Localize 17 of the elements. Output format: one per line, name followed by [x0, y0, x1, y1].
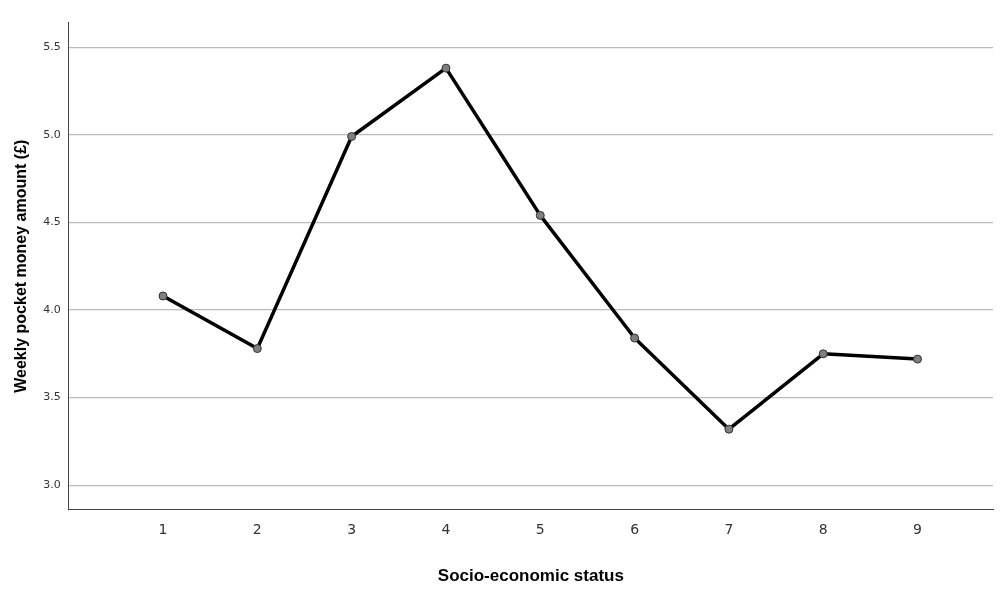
y-tick-label: 5.5	[43, 39, 61, 53]
y-tick-label: 4.5	[43, 215, 61, 229]
x-tick-label: 1	[158, 520, 168, 537]
x-axis-title: Socio-economic status	[437, 566, 624, 586]
x-tick-label: 6	[630, 520, 640, 537]
x-tick-label: 2	[252, 520, 262, 537]
x-tick-label: 9	[913, 520, 923, 537]
y-tick-label: 4.0	[43, 302, 61, 316]
x-tick-label: 8	[818, 520, 828, 537]
x-tick-label: 3	[347, 520, 357, 537]
x-tick-label: 4	[441, 520, 451, 537]
y-axis-title: Weekly pocket money amount (£)	[12, 139, 30, 393]
y-tick-label: 3.5	[43, 390, 61, 404]
x-tick-label: 5	[535, 520, 545, 537]
x-tick-label: 7	[724, 520, 734, 537]
y-tick-label: 5.0	[43, 127, 61, 141]
y-tick-label: 3.0	[43, 478, 61, 492]
